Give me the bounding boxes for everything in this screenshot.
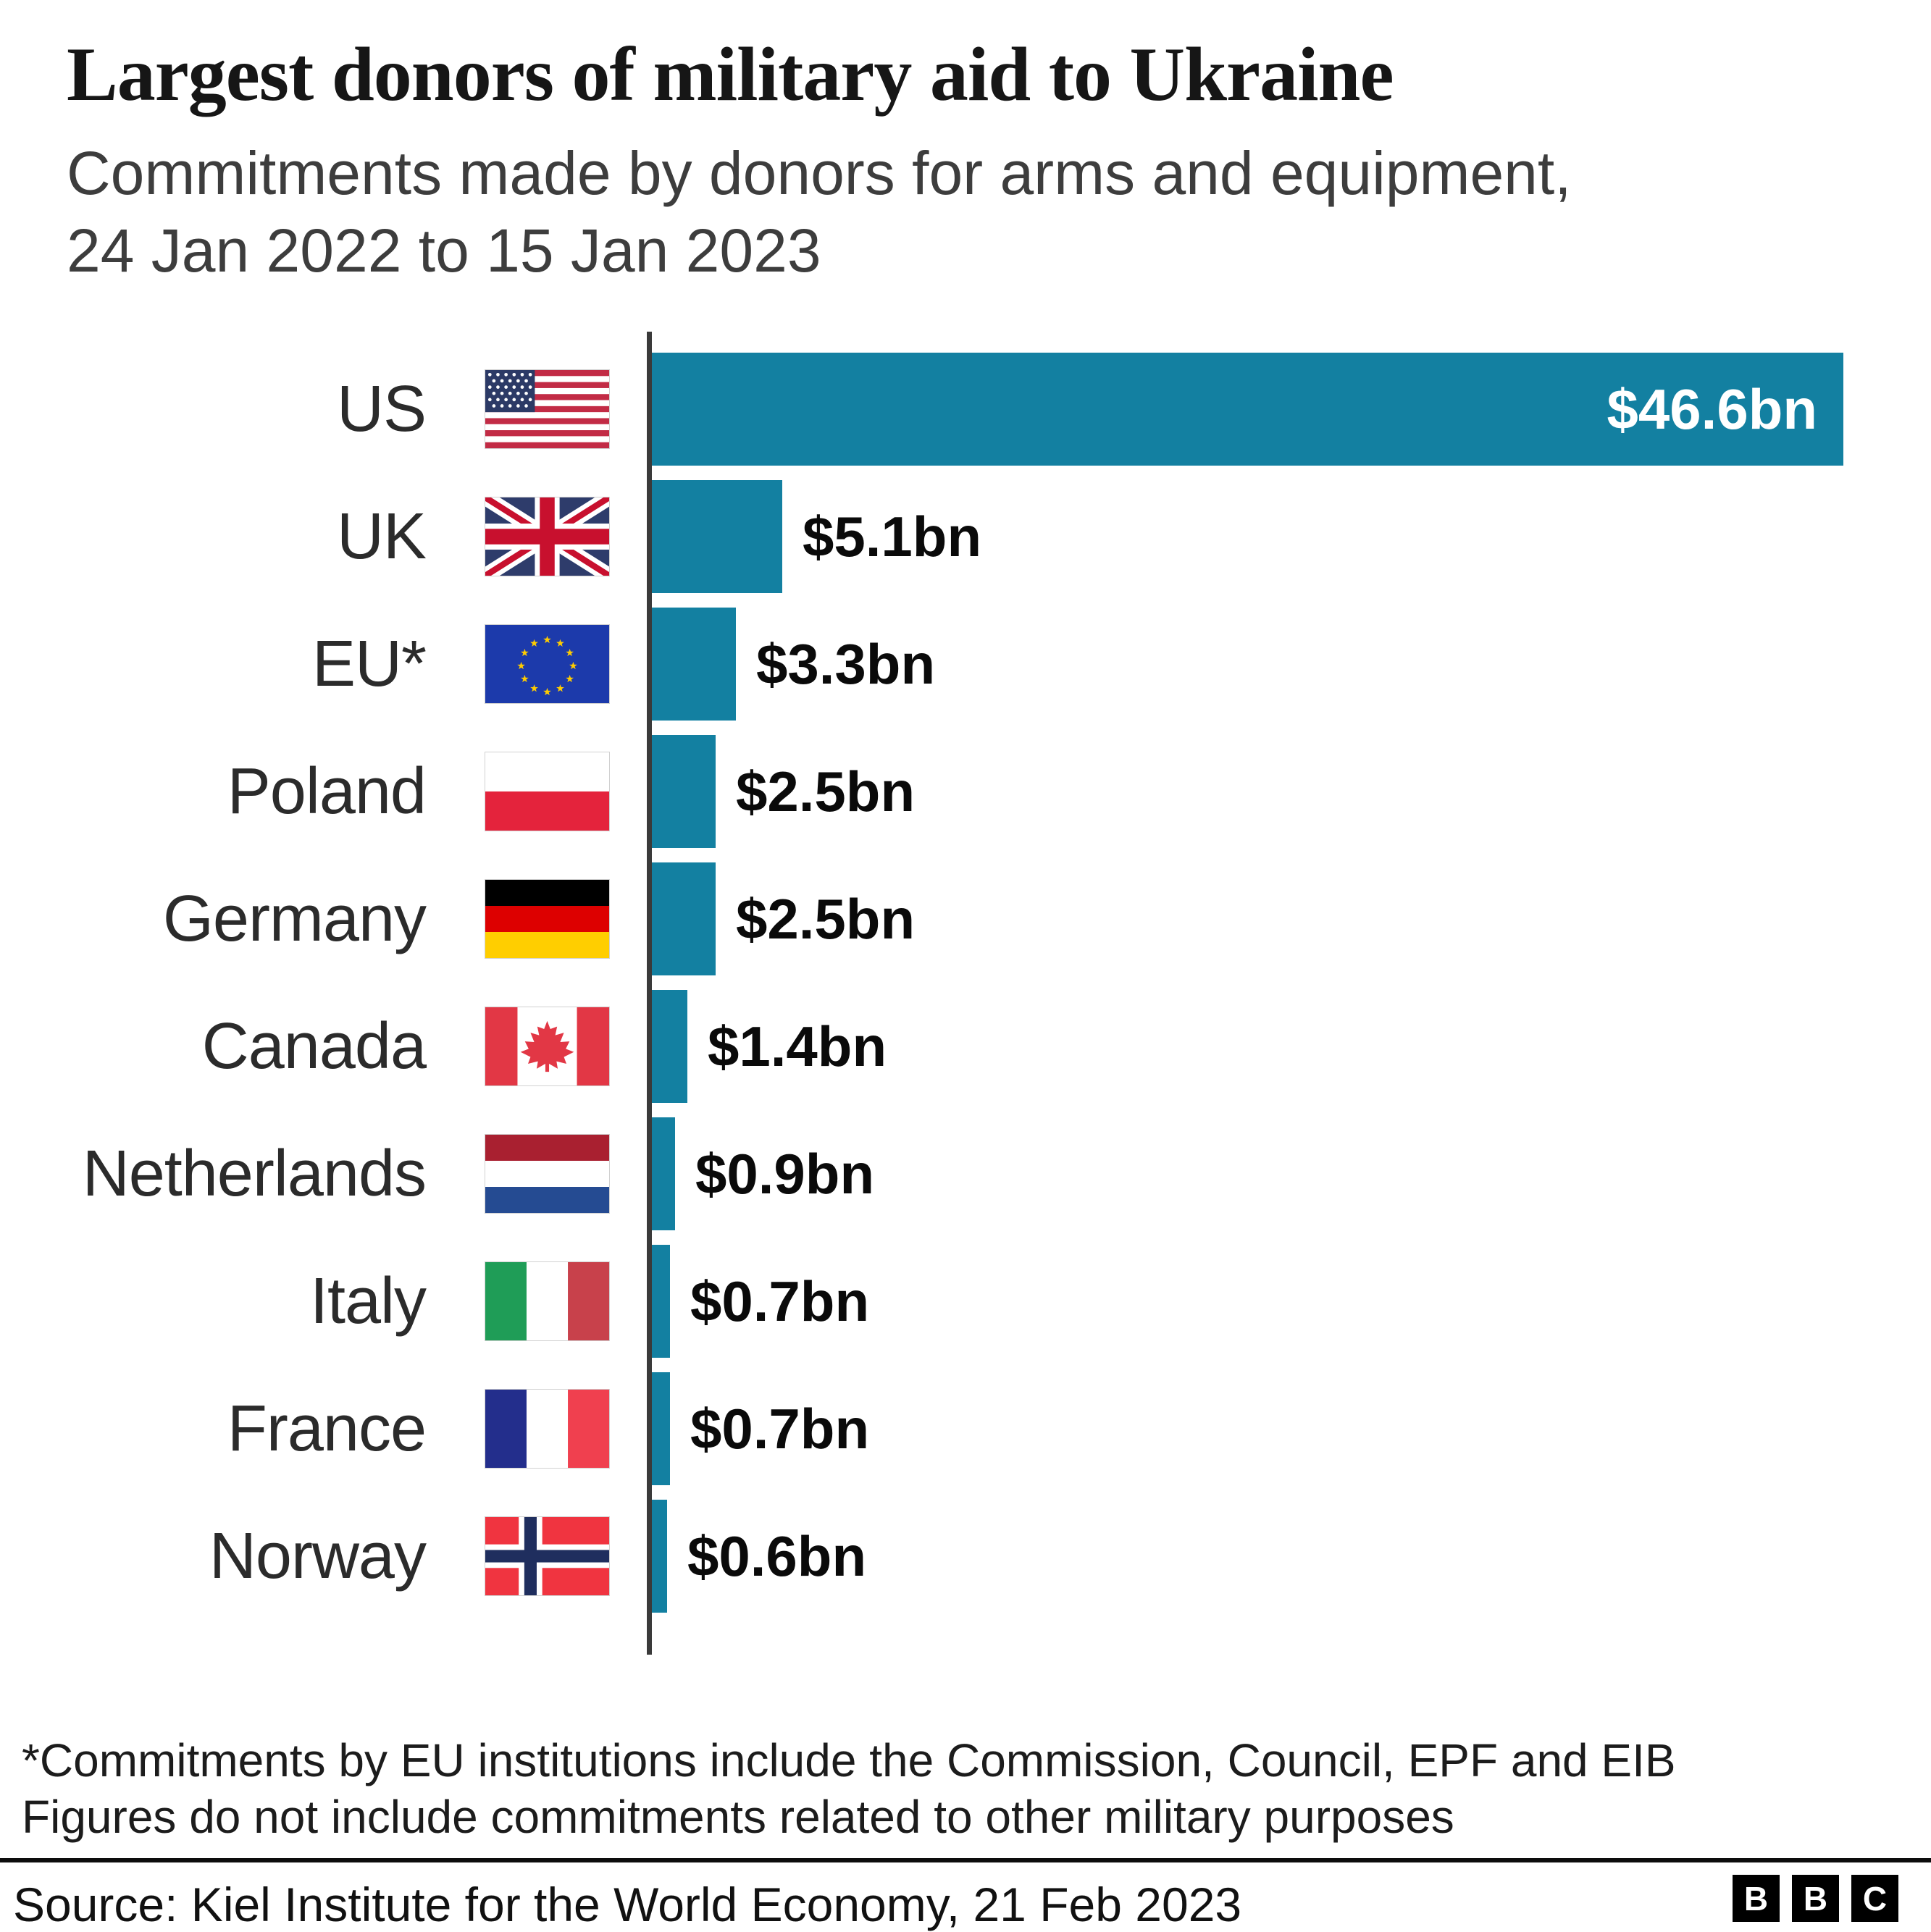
- subtitle-line-1: Commitments made by donors for arms and …: [67, 139, 1572, 207]
- bar-area: $46.6bn: [652, 345, 1931, 473]
- value-label: $3.3bn: [756, 631, 936, 696]
- country-label: Norway: [209, 1519, 427, 1592]
- bar: [652, 1372, 670, 1485]
- country-label: Netherlands: [82, 1137, 427, 1210]
- value-label: $5.1bn: [803, 504, 982, 568]
- bbc-logo: B B C: [1733, 1875, 1898, 1922]
- bar-area: $0.7bn: [652, 1238, 1931, 1365]
- country-label: Poland: [227, 755, 427, 828]
- ca-flag: [485, 1007, 610, 1086]
- country-label: Italy: [309, 1264, 427, 1337]
- chart-row: Italy $0.7bn: [0, 1238, 1931, 1365]
- uk-flag: [485, 497, 610, 576]
- bar: [652, 990, 687, 1103]
- bar: [652, 735, 716, 848]
- chart-subtitle: Commitments made by donors for arms and …: [67, 135, 1572, 289]
- footnote-line-2: Figures do not include commitments relat…: [22, 1791, 1454, 1844]
- bar: [652, 1117, 675, 1230]
- bbc-logo-letter: B: [1792, 1875, 1839, 1922]
- page-title: Largest donors of military aid to Ukrain…: [67, 32, 1394, 117]
- pl-flag: [485, 752, 610, 831]
- bar-area: $2.5bn: [652, 855, 1931, 983]
- value-label: $0.7bn: [690, 1396, 870, 1461]
- bar: [652, 1245, 670, 1358]
- country-label: US: [336, 372, 427, 445]
- de-flag: [485, 879, 610, 959]
- footnote: *Commitments by EU institutions include …: [22, 1732, 1676, 1845]
- footer-divider: [0, 1858, 1931, 1862]
- bar-area: $3.3bn: [652, 600, 1931, 728]
- bar-area: $1.4bn: [652, 983, 1931, 1110]
- bar: [652, 353, 1843, 466]
- bar-area: $0.9bn: [652, 1110, 1931, 1238]
- chart-row: UK $5.1bn: [0, 473, 1931, 600]
- chart-row: US $46.6bn: [0, 345, 1931, 473]
- country-label: Canada: [201, 1009, 427, 1083]
- chart-row: France $0.7bn: [0, 1365, 1931, 1492]
- country-label: UK: [336, 500, 427, 573]
- bbc-logo-letter: C: [1851, 1875, 1898, 1922]
- bar-area: $0.7bn: [652, 1365, 1931, 1492]
- chart-row: Norway $0.6bn: [0, 1492, 1931, 1620]
- bar: [652, 1500, 667, 1613]
- country-label: EU*: [311, 627, 427, 700]
- bar-area: $2.5bn: [652, 728, 1931, 855]
- country-label: France: [227, 1392, 427, 1465]
- bar-area: $0.6bn: [652, 1492, 1931, 1620]
- fr-flag: [485, 1389, 610, 1469]
- value-label: $0.6bn: [687, 1524, 867, 1588]
- chart-row: Poland $2.5bn: [0, 728, 1931, 855]
- bar: [652, 608, 736, 721]
- value-label: $1.4bn: [708, 1014, 887, 1078]
- no-flag: [485, 1516, 610, 1596]
- it-flag: [485, 1261, 610, 1341]
- bar: [652, 862, 716, 975]
- value-label: $2.5bn: [736, 886, 916, 951]
- nl-flag: [485, 1134, 610, 1214]
- country-label: Germany: [162, 882, 427, 955]
- bbc-logo-letter: B: [1733, 1875, 1780, 1922]
- chart-row: Germany $2.5bn: [0, 855, 1931, 983]
- value-label: $2.5bn: [736, 759, 916, 823]
- footnote-line-1: *Commitments by EU institutions include …: [22, 1734, 1676, 1786]
- bar-chart-rows: US $46.6bn UK: [0, 345, 1931, 1620]
- bar-area: $5.1bn: [652, 473, 1931, 600]
- value-label: $46.6bn: [1607, 377, 1817, 441]
- chart-row: Canada $1.4bn: [0, 983, 1931, 1110]
- chart-row: EU* $3.3bn: [0, 600, 1931, 728]
- source-text: Source: Kiel Institute for the World Eco…: [13, 1878, 1242, 1931]
- chart-axis-line: [647, 332, 652, 1655]
- subtitle-line-2: 24 Jan 2022 to 15 Jan 2023: [67, 216, 821, 285]
- value-label: $0.9bn: [695, 1141, 875, 1206]
- chart-row: Netherlands $0.9bn: [0, 1110, 1931, 1238]
- us-flag: [485, 369, 610, 449]
- bar: [652, 480, 782, 593]
- eu-flag: [485, 624, 610, 704]
- value-label: $0.7bn: [690, 1269, 870, 1333]
